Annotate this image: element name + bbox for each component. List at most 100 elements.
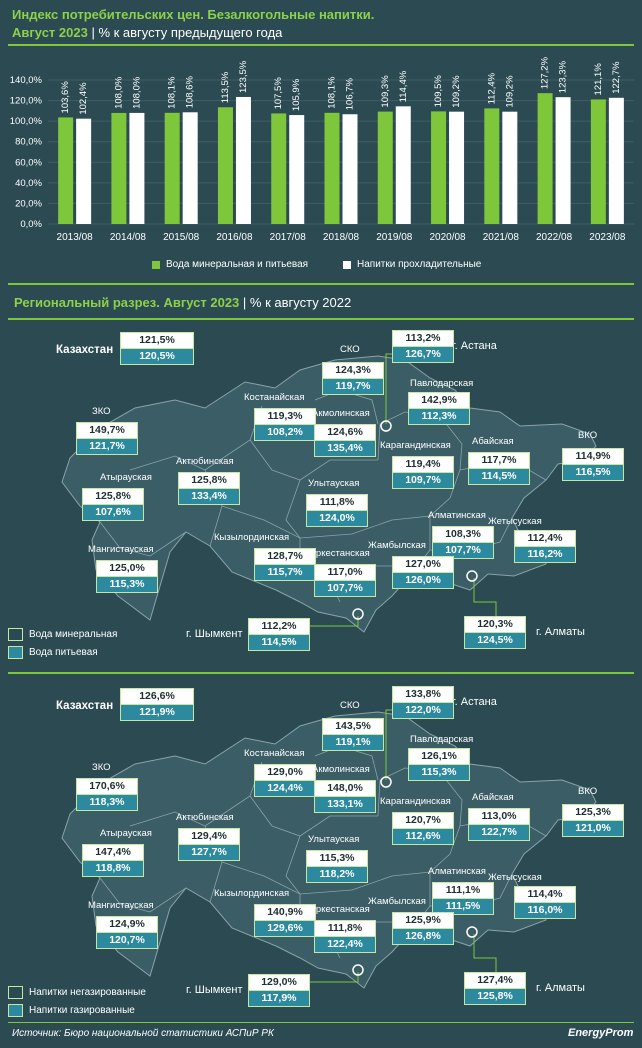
region-values-zhetys: 114,4% 116,0% [514,886,576,919]
value-top: 111,1% [432,882,494,899]
bar [502,111,518,224]
value-bottom: 126,0% [392,573,454,589]
legend-mineral: Вода минеральная [8,628,117,641]
region-border [439,771,463,827]
region-border [439,415,463,471]
data-label: 109,3% [380,75,391,108]
region-values-almat: 108,3% 107,7% [432,526,494,559]
region-label-almat: Алматинская [428,510,486,521]
value-bottom: 129,6% [254,921,316,937]
region-values-aktob: 129,4% 127,7% [178,828,240,861]
bar [111,112,127,224]
divider [8,1022,634,1023]
region-values-karag: 120,7% 112,6% [392,812,454,845]
value-bottom: 135,4% [314,441,376,457]
chart-legend-item-soft: Напитки прохладительные [343,259,481,270]
divider [8,283,634,285]
bar [431,111,447,224]
city-marker [380,420,392,432]
regional-map-water: Казахстан 121,5% 120,5% СКО 124,3% 119,7% г. А… [0,320,642,665]
value-top: 143,5% [322,718,384,735]
x-tick-label: 2017/08 [270,232,307,243]
value-bottom: 118,8% [82,861,144,877]
region-label-zham: Жамбылская [368,540,426,551]
value-bottom: 114,5% [468,469,530,485]
region-values-kost: 119,3% 108,2% [254,408,316,441]
bar [76,118,92,224]
region-label-turk: Туркестанская [306,548,370,559]
value-bottom: 107,7% [432,543,494,559]
value-top: 112,4% [514,530,576,547]
value-top: 111,8% [306,494,368,511]
bar [324,112,340,224]
divider [8,672,634,674]
x-tick-label: 2014/08 [110,232,147,243]
value-top: 120,7% [392,812,454,829]
region-values-zko: 149,7% 121,7% [76,422,138,455]
value-bottom: 115,7% [254,565,316,581]
region-values-zham: 125,9% 126,8% [392,912,454,945]
value-top: 140,9% [254,904,316,921]
value-top: 129,0% [254,764,316,781]
region-values-akm: 124,6% 135,4% [314,424,376,457]
data-label: 106,7% [345,77,356,110]
value-top: 124,9% [96,916,158,933]
region-label-pavl: Павлодарская [410,378,474,389]
region-label-kyzyl: Кызылординская [214,532,290,543]
section-title-1: Региональный разрез. Август 2023 | % к а… [14,295,352,310]
data-label: 105,9% [291,78,302,111]
divider [8,318,634,320]
data-label: 102,4% [78,82,89,115]
value-bottom: 121,7% [76,439,138,455]
value-top: 149,7% [76,422,138,439]
region-values-zham: 127,0% 126,0% [392,556,454,589]
region-values-aktob: 125,8% 133,4% [178,472,240,505]
bar [590,99,606,224]
value-top: 117,0% [314,564,376,581]
y-tick-label: 120,0% [10,96,43,107]
page-subtitle: Август 2023 | % к августу предыдущего го… [12,25,283,40]
value-bottom: 111,5% [432,899,494,915]
value-top: 114,9% [562,448,624,465]
region-label-shym: г. Шымкент [186,984,243,996]
value-bottom: 122,7% [468,825,530,841]
leader-line [473,934,497,972]
data-label: 108,0% [113,76,124,109]
value-bottom: 107,6% [82,505,144,521]
region-label-almaty: г. Алматы [536,982,585,994]
legend-sparkling: Напитки газированные [8,1004,135,1017]
value-bottom: 122,0% [392,703,454,719]
region-values-kz: 126,6% 121,9% [120,688,194,721]
data-label: 123,5% [238,60,249,93]
x-tick-label: 2022/08 [536,232,573,243]
data-label: 112,4% [486,72,497,104]
bar [129,112,145,224]
city-marker [352,964,364,976]
region-label-zko: ЗКО [92,762,111,773]
page-title: Индекс потребительских цен. Безалкогольн… [12,7,375,22]
region-label-karag: Карагандинская [380,440,451,451]
regional-map-beverages: Казахстан 126,6% 121,9% СКО 143,5% 119,1% г. А… [0,676,642,1021]
region-label-abai: Абайская [472,792,514,803]
value-top: 127,4% [464,972,526,989]
value-top: 125,8% [82,488,144,505]
region-values-astana: 113,2% 126,7% [392,330,454,363]
region-values-shym: 129,0% 117,9% [248,974,310,1007]
region-label-astana: г. Астана [452,696,497,708]
value-bottom: 126,8% [392,929,454,945]
leader-line [385,353,392,424]
value-bottom: 108,2% [254,425,316,441]
value-bottom: 122,4% [314,937,376,953]
region-values-kyzyl: 128,7% 115,7% [254,548,316,581]
region-border [99,521,121,549]
value-top: 127,0% [392,556,454,573]
region-values-astana: 133,8% 122,0% [392,686,454,719]
region-values-turk: 117,0% 107,7% [314,564,376,597]
y-tick-label: 140,0% [10,75,43,86]
bar [395,106,411,224]
x-tick-label: 2021/08 [483,232,520,243]
region-label-ulyt: Улытауская [308,834,360,845]
region-border [314,389,379,425]
value-bottom: 112,6% [392,829,454,845]
value-top: 119,3% [254,408,316,425]
